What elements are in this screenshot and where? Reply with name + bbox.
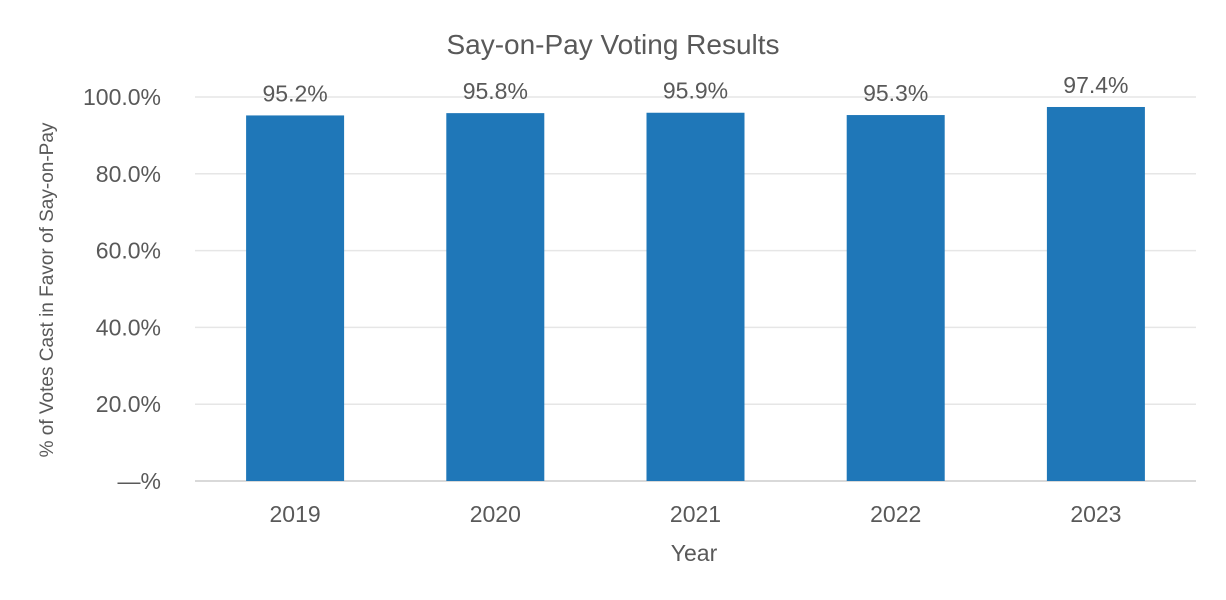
x-axis-ticks: 2019 2020 2021 2022 2023 — [270, 501, 1122, 527]
y-tick-label: —% — [118, 468, 161, 494]
bar — [446, 113, 545, 482]
bars — [246, 106, 1145, 482]
y-tick-label: 20.0% — [96, 391, 161, 417]
y-tick-label: 100.0% — [83, 84, 161, 110]
x-tick-label: 2022 — [870, 501, 921, 527]
data-label: 97.4% — [1063, 72, 1128, 98]
chart-title: Say-on-Pay Voting Results — [446, 29, 779, 60]
data-label: 95.3% — [863, 80, 928, 106]
bar — [246, 115, 345, 481]
data-labels: 95.2% 95.8% 95.9% 95.3% 97.4% — [262, 72, 1128, 106]
x-tick-label: 2020 — [470, 501, 521, 527]
x-tick-label: 2023 — [1070, 501, 1121, 527]
bar — [846, 115, 945, 481]
data-label: 95.8% — [463, 78, 528, 104]
x-tick-label: 2021 — [670, 501, 721, 527]
x-tick-label: 2019 — [270, 501, 321, 527]
x-axis-title: Year — [671, 540, 718, 566]
bar — [646, 112, 745, 481]
y-tick-label: 60.0% — [96, 238, 161, 264]
y-axis-title: % of Votes Cast in Favor of Say-on-Pay — [37, 122, 58, 457]
bar — [1046, 106, 1145, 481]
y-tick-label: 80.0% — [96, 161, 161, 187]
data-label: 95.2% — [262, 80, 327, 106]
data-label: 95.9% — [663, 78, 728, 104]
y-axis-ticks: —% 20.0% 40.0% 60.0% 80.0% 100.0% — [83, 84, 161, 494]
y-tick-label: 40.0% — [96, 314, 161, 340]
